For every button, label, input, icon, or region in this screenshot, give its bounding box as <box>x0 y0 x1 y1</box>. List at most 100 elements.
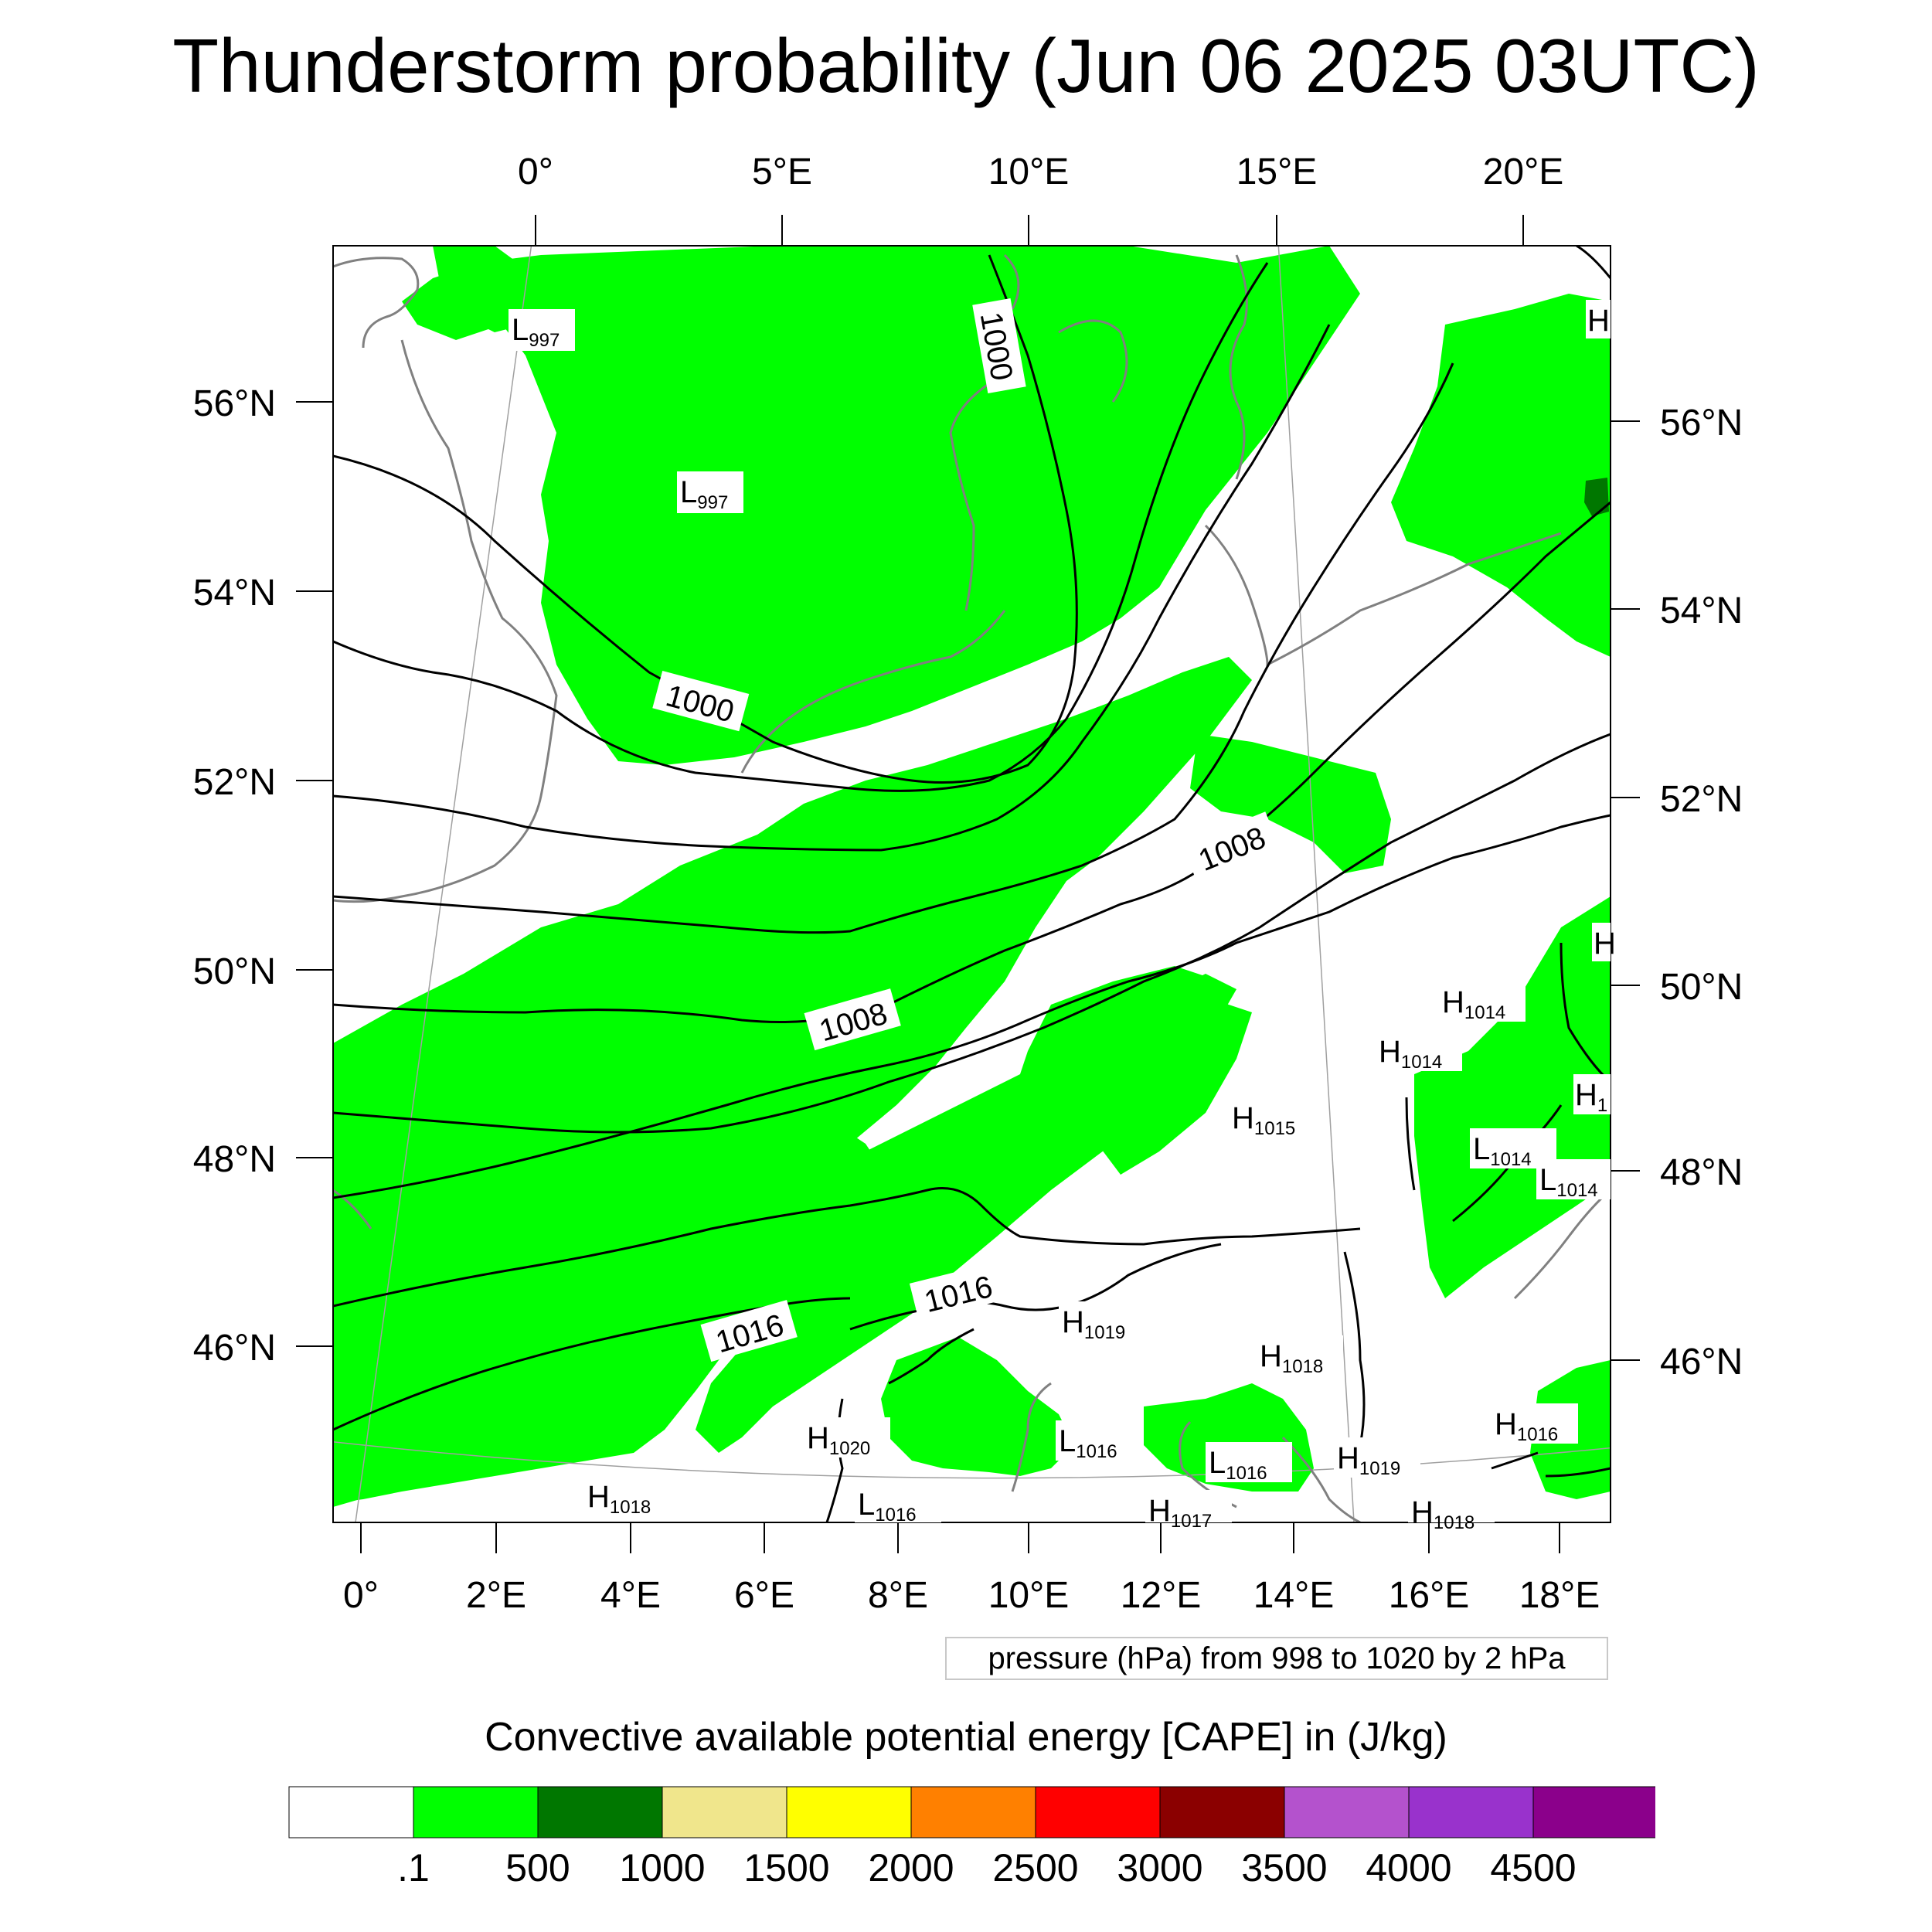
svg-text:H1018: H1018 <box>1260 1339 1323 1377</box>
bottom-lon-label: 6°E <box>734 1575 794 1616</box>
svg-text:H1014: H1014 <box>1379 1035 1442 1073</box>
top-lon-label: 5°E <box>752 151 812 192</box>
right-lat-label: 52°N <box>1660 779 1743 820</box>
pressure-center: H1018 <box>1408 1492 1495 1533</box>
pressure-center: H1019 <box>1059 1301 1145 1343</box>
colorbar-labels: .1 500 1000 1500 2000 2500 3000 3500 4000 4500 <box>397 1846 1576 1886</box>
cape-region-southwest <box>333 1097 896 1503</box>
bottom-lon-label: 8°E <box>868 1575 928 1616</box>
svg-text:L997: L997 <box>512 313 560 351</box>
left-lat-label: 56°N <box>193 383 276 424</box>
bottom-lon-label: 16°E <box>1389 1575 1470 1616</box>
cape-region-northwest <box>433 246 533 332</box>
colorbar-label: 3000 <box>1117 1846 1202 1886</box>
colorbar-boxes <box>288 1786 1655 1838</box>
bottom-lon-label: 14°E <box>1253 1575 1335 1616</box>
pressure-center: H1018 <box>584 1476 671 1518</box>
top-lon-label: 10°E <box>988 151 1070 192</box>
pressure-center: H1014 <box>1376 1031 1462 1073</box>
svg-text:H1: H1 <box>1575 1078 1607 1116</box>
graticule <box>333 246 1611 1522</box>
svg-text:L1016: L1016 <box>858 1488 917 1526</box>
left-lat-label: 50°N <box>193 951 276 992</box>
colorbar-box <box>288 1786 414 1838</box>
cape-region-north-strip <box>788 246 889 278</box>
right-lat-label: 54°N <box>1660 590 1743 631</box>
right-lat-label: 46°N <box>1660 1342 1743 1383</box>
colorbar-box <box>537 1786 663 1838</box>
colorbar-label: 500 <box>505 1846 570 1886</box>
pressure-center: H1 <box>1573 1074 1611 1116</box>
right-lat-labels: 56°N 54°N 52°N 50°N 48°N 46°N <box>1660 403 1743 1383</box>
pressure-center: H1019 <box>1334 1437 1420 1479</box>
pressure-center: L1016 <box>1056 1420 1142 1462</box>
colorbar-title: Convective available potential energy [C… <box>485 1715 1447 1760</box>
colorbar-box <box>1408 1786 1534 1838</box>
svg-text:H: H <box>1594 927 1616 961</box>
pressure-center: H1016 <box>1492 1403 1578 1445</box>
svg-text:H1019: H1019 <box>1062 1305 1125 1343</box>
cape-region-central-east <box>1012 966 1221 1159</box>
colorbar-box <box>1284 1786 1410 1838</box>
svg-text:L1016: L1016 <box>1209 1446 1267 1484</box>
left-lat-label: 54°N <box>193 573 276 614</box>
colorbar-label: 2500 <box>992 1846 1078 1886</box>
svg-text:H1017: H1017 <box>1148 1494 1212 1532</box>
svg-text:H1015: H1015 <box>1232 1101 1295 1139</box>
isobars <box>333 246 1611 1522</box>
bottom-lon-label: 0° <box>343 1575 379 1616</box>
colorbar-label: .1 <box>397 1846 430 1886</box>
svg-text:H1020: H1020 <box>807 1421 870 1459</box>
bottom-lon-label: 12°E <box>1121 1575 1202 1616</box>
pressure-centers: L997 L997 H H H1014 H1014 H1 H1015 <box>509 300 1616 1533</box>
svg-text:L997: L997 <box>680 475 728 513</box>
right-lat-label: 56°N <box>1660 403 1743 444</box>
top-lon-labels: 0° 5°E 10°E 15°E 20°E <box>518 151 1563 192</box>
contour-info-box: pressure (hPa) from 998 to 1020 by 2 hPa <box>945 1637 1608 1680</box>
svg-text:H1018: H1018 <box>1411 1495 1475 1533</box>
left-lat-label: 48°N <box>193 1139 276 1180</box>
left-lat-labels: 56°N 54°N 52°N 50°N 48°N 46°N <box>193 383 276 1369</box>
colorbar-label: 2000 <box>868 1846 954 1886</box>
right-lat-label: 48°N <box>1660 1152 1743 1193</box>
colorbar-label: 1000 <box>619 1846 705 1886</box>
plot-frame <box>332 245 1611 1523</box>
svg-text:L1016: L1016 <box>1059 1424 1117 1462</box>
cape-field <box>333 246 1611 1507</box>
pressure-center: H1014 <box>1439 981 1526 1023</box>
colorbar-box <box>413 1786 539 1838</box>
svg-text:L1014: L1014 <box>1473 1132 1532 1170</box>
pressure-center: H <box>1586 300 1611 338</box>
cape-region-central-east2 <box>1097 997 1252 1175</box>
colorbar-label: 4000 <box>1366 1846 1451 1886</box>
left-lat-label: 46°N <box>193 1328 276 1369</box>
axis-ticks <box>296 215 1640 1553</box>
pressure-center: H1018 <box>1257 1335 1343 1377</box>
cape-high-patch <box>1584 478 1609 516</box>
svg-text:H1018: H1018 <box>587 1480 651 1518</box>
pressure-center: L1016 <box>855 1484 941 1526</box>
cape-region-north <box>402 246 1360 765</box>
pressure-center: H <box>1592 923 1616 961</box>
bottom-lon-label: 10°E <box>988 1575 1070 1616</box>
colorbar-box <box>910 1786 1036 1838</box>
pressure-center: H1017 <box>1145 1490 1232 1532</box>
top-lon-label: 0° <box>518 151 553 192</box>
svg-text:L1014: L1014 <box>1539 1163 1598 1201</box>
pressure-center: L1016 <box>1206 1442 1292 1484</box>
colorbar-label: 3500 <box>1241 1846 1327 1886</box>
pressure-center: H1015 <box>1229 1097 1315 1139</box>
bottom-lon-labels: 0° 2°E 4°E 6°E 8°E 10°E 12°E 14°E 16°E 1… <box>343 1575 1600 1616</box>
colorbar-box <box>662 1786 787 1838</box>
pressure-center: L1014 <box>1536 1159 1611 1201</box>
colorbar-box <box>1035 1786 1161 1838</box>
cape-region-south-central <box>881 1337 1074 1476</box>
left-lat-label: 52°N <box>193 762 276 803</box>
cape-region-poland <box>1190 734 1391 873</box>
colorbar: .1 500 1000 1500 2000 2500 3000 3500 4000 4500 <box>288 1786 1655 1886</box>
pressure-center: L997 <box>677 471 743 513</box>
chart-title: Thunderstorm probability (Jun 06 2025 03… <box>172 23 1760 108</box>
top-lon-label: 15°E <box>1236 151 1318 192</box>
pressure-center: L997 <box>509 309 575 351</box>
